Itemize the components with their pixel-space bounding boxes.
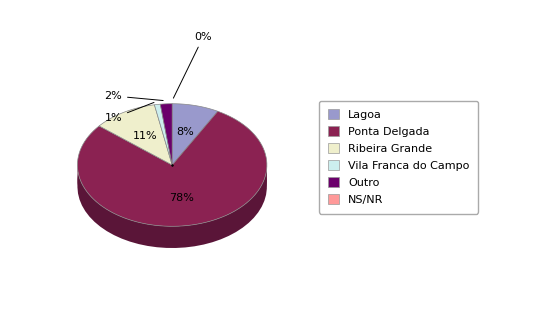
Legend: Lagoa, Ponta Delgada, Ribeira Grande, Vila Franca do Campo, Outro, NS/NR: Lagoa, Ponta Delgada, Ribeira Grande, Vi… (319, 100, 478, 214)
Polygon shape (77, 173, 267, 248)
Text: 2%: 2% (104, 91, 163, 101)
Text: 8%: 8% (176, 127, 194, 137)
Polygon shape (77, 111, 267, 226)
Text: 78%: 78% (169, 193, 194, 203)
Text: 1%: 1% (104, 102, 154, 123)
Text: 11%: 11% (133, 131, 158, 141)
Polygon shape (172, 104, 218, 165)
Polygon shape (160, 104, 172, 165)
Text: 0%: 0% (173, 32, 212, 98)
Polygon shape (154, 104, 172, 165)
Polygon shape (99, 105, 172, 165)
Polygon shape (77, 166, 267, 241)
